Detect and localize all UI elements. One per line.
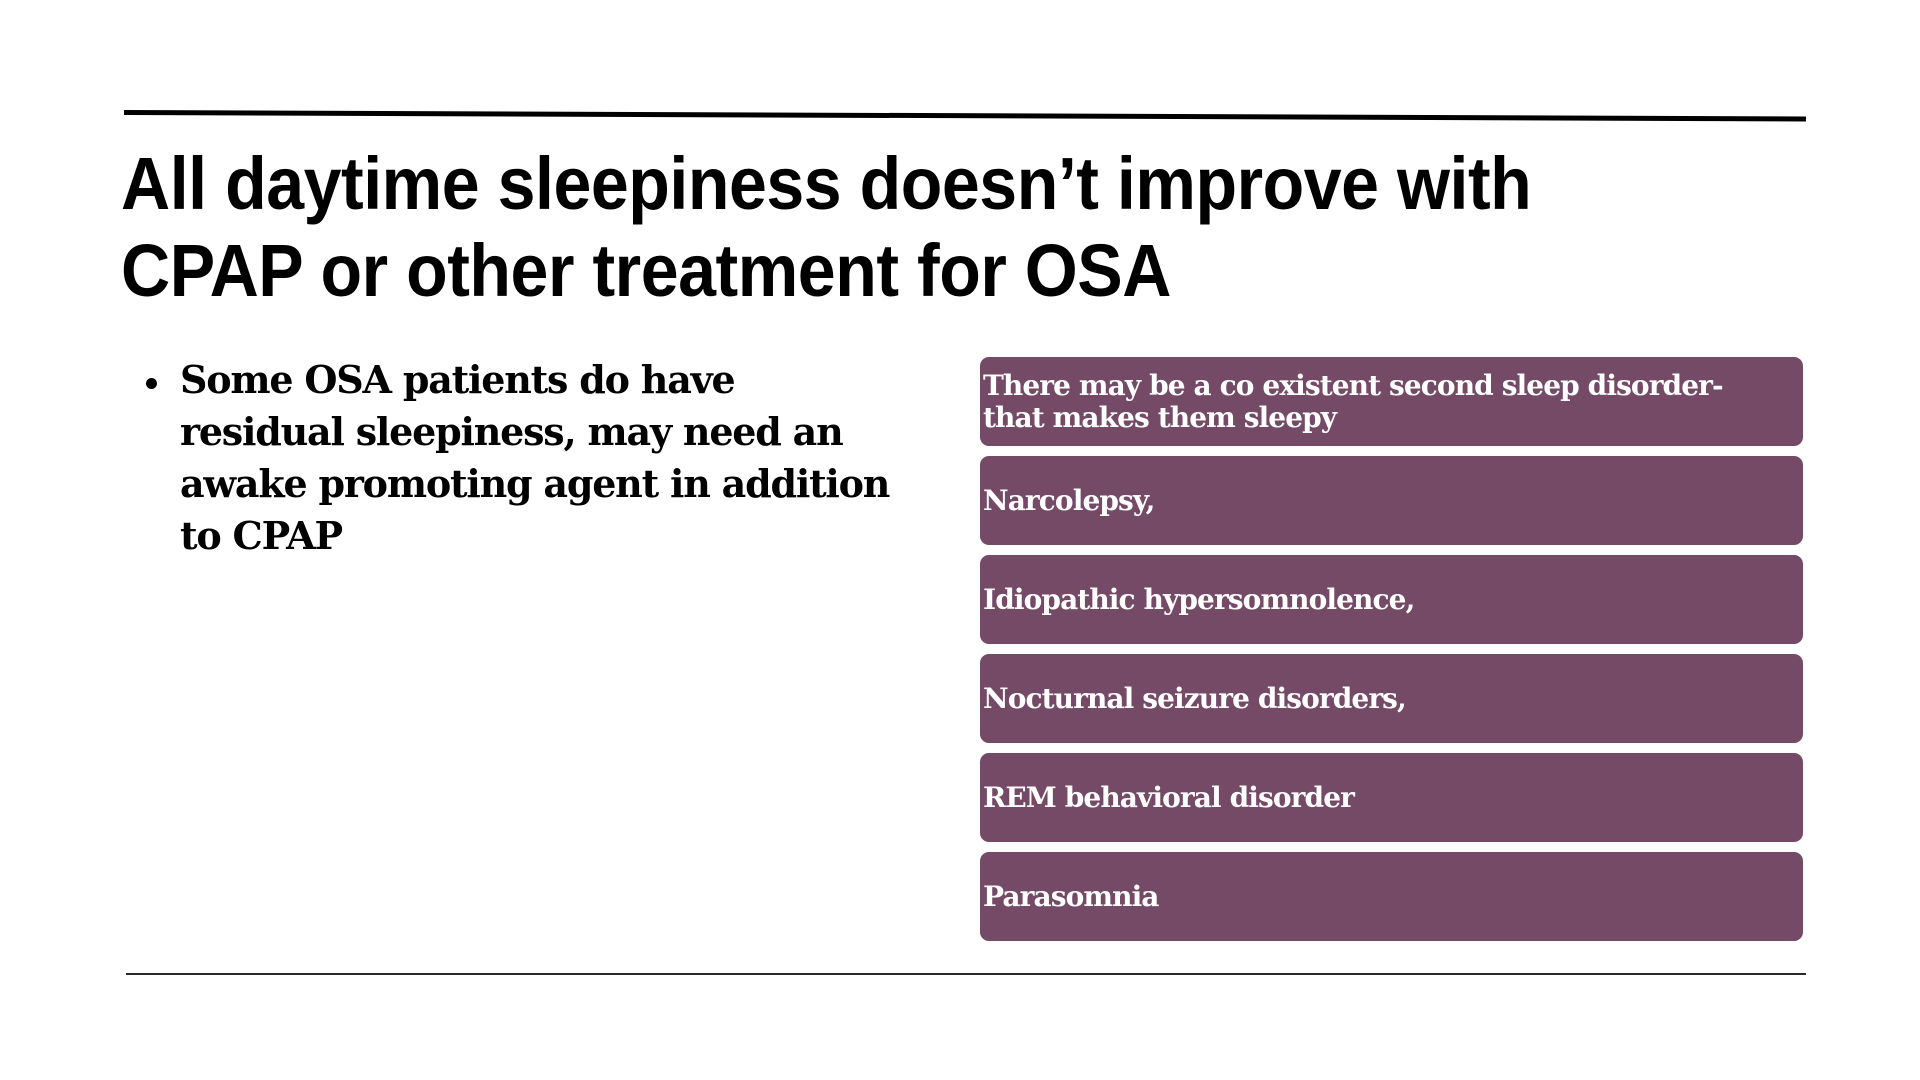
disorder-box-label: There may be a co existent second sleep …: [983, 368, 1724, 434]
bullet-item: Some OSA patients do have residual sleep…: [140, 354, 900, 562]
bullet-list: Some OSA patients do have residual sleep…: [140, 354, 900, 562]
disorder-list: There may be a co existent second sleep …: [980, 357, 1803, 951]
disorder-box-idiopathic-hypersomnolence: Idiopathic hypersomnolence,: [980, 555, 1803, 644]
disorder-box-label: Narcolepsy,: [983, 483, 1155, 517]
disorder-box-narcolepsy: Narcolepsy,: [980, 456, 1803, 545]
slide-title: All daytime sleepiness doesn’t improve w…: [121, 142, 1532, 312]
disorder-box-label: Parasomnia: [983, 879, 1159, 913]
bullet-dot-icon: [146, 378, 157, 389]
disorder-box-coexistent: There may be a co existent second sleep …: [980, 357, 1803, 446]
bullet-text: Some OSA patients do have residual sleep…: [180, 357, 890, 558]
disorder-box-label: Idiopathic hypersomnolence,: [983, 582, 1415, 616]
disorder-box-rem-behavioral: REM behavioral disorder: [980, 753, 1803, 842]
disorder-box-label: Nocturnal seizure disorders,: [983, 681, 1407, 715]
disorder-box-parasomnia: Parasomnia: [980, 852, 1803, 941]
bottom-divider-line: [126, 973, 1806, 975]
disorder-box-nocturnal-seizure: Nocturnal seizure disorders,: [980, 654, 1803, 743]
disorder-box-label: REM behavioral disorder: [983, 780, 1355, 814]
top-divider-line: [123, 110, 1806, 122]
